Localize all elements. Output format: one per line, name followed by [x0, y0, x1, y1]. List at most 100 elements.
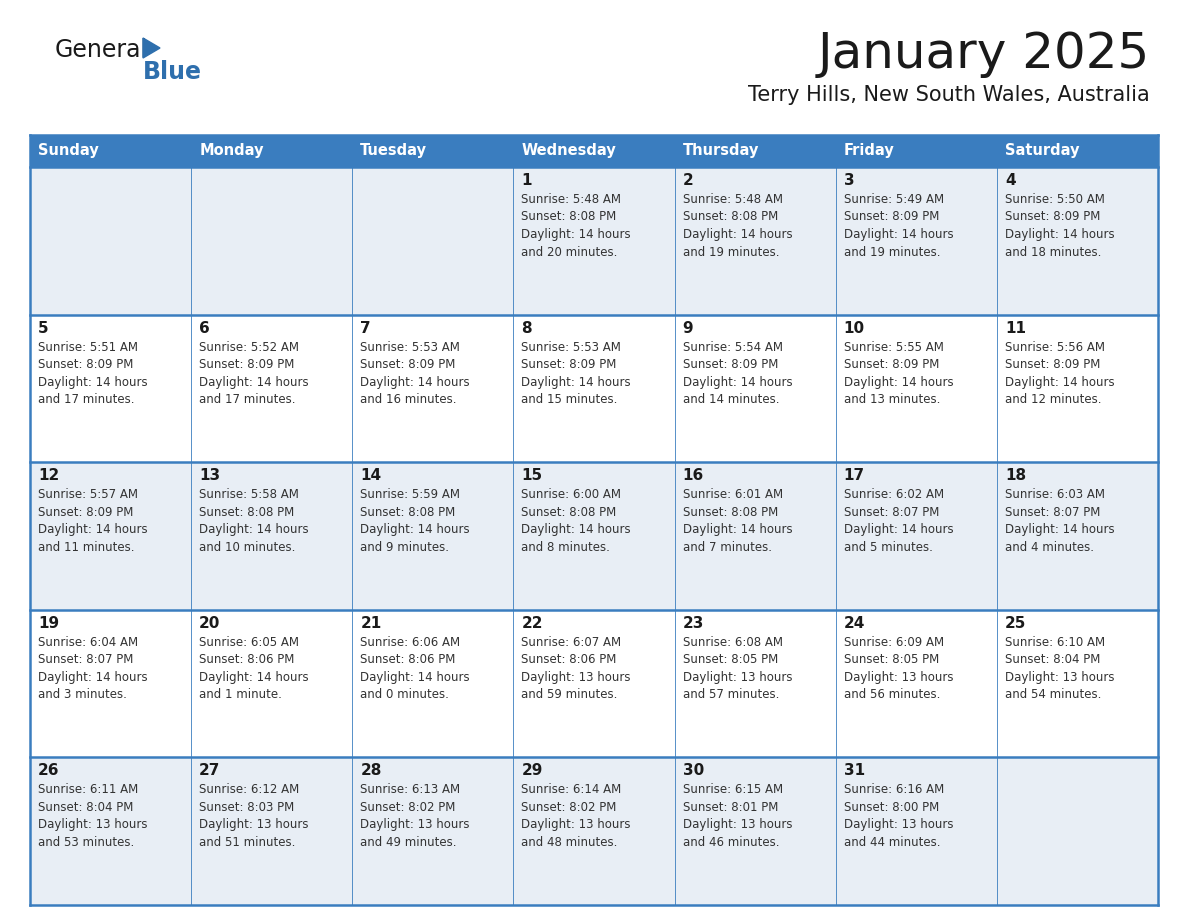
Polygon shape [143, 38, 160, 58]
Text: and 53 minutes.: and 53 minutes. [38, 836, 134, 849]
Bar [513, 757, 675, 905]
Text: Sunrise: 5:50 AM: Sunrise: 5:50 AM [1005, 193, 1105, 206]
Bar [353, 315, 513, 462]
Text: Sunset: 8:08 PM: Sunset: 8:08 PM [522, 210, 617, 223]
Text: Sunset: 8:08 PM: Sunset: 8:08 PM [683, 506, 778, 519]
Bar [353, 757, 513, 905]
Text: Daylight: 13 hours: Daylight: 13 hours [843, 819, 953, 832]
Text: Tuesday: Tuesday [360, 143, 428, 159]
Text: 6: 6 [200, 320, 210, 336]
Text: 24: 24 [843, 616, 865, 631]
Bar [513, 167, 675, 315]
Text: and 4 minutes.: and 4 minutes. [1005, 541, 1094, 554]
Bar [30, 167, 191, 315]
Text: Sunset: 8:05 PM: Sunset: 8:05 PM [843, 654, 939, 666]
Text: General: General [55, 38, 148, 62]
Text: and 17 minutes.: and 17 minutes. [38, 393, 134, 406]
Text: Sunrise: 6:13 AM: Sunrise: 6:13 AM [360, 783, 461, 797]
Text: Sunrise: 6:08 AM: Sunrise: 6:08 AM [683, 636, 783, 649]
Text: and 3 minutes.: and 3 minutes. [38, 688, 127, 701]
Text: 7: 7 [360, 320, 371, 336]
Bar [30, 315, 191, 462]
Text: 27: 27 [200, 764, 221, 778]
Text: Sunrise: 6:05 AM: Sunrise: 6:05 AM [200, 636, 299, 649]
Bar [30, 462, 191, 610]
Text: and 49 minutes.: and 49 minutes. [360, 836, 456, 849]
Bar [675, 167, 835, 315]
Text: 10: 10 [843, 320, 865, 336]
Text: and 51 minutes.: and 51 minutes. [200, 836, 296, 849]
Bar [675, 135, 835, 167]
Bar [835, 315, 997, 462]
Text: and 10 minutes.: and 10 minutes. [200, 541, 296, 554]
Bar [513, 315, 675, 462]
Bar [835, 757, 997, 905]
Text: Sunrise: 5:53 AM: Sunrise: 5:53 AM [360, 341, 460, 353]
Text: Sunset: 8:02 PM: Sunset: 8:02 PM [522, 800, 617, 814]
Text: Daylight: 14 hours: Daylight: 14 hours [683, 375, 792, 388]
Bar [835, 167, 997, 315]
Bar [191, 757, 353, 905]
Text: and 54 minutes.: and 54 minutes. [1005, 688, 1101, 701]
Text: Sunset: 8:07 PM: Sunset: 8:07 PM [843, 506, 939, 519]
Text: Sunset: 8:09 PM: Sunset: 8:09 PM [843, 210, 939, 223]
Text: Daylight: 14 hours: Daylight: 14 hours [522, 523, 631, 536]
Text: and 12 minutes.: and 12 minutes. [1005, 393, 1101, 406]
Bar [30, 135, 191, 167]
Bar [513, 610, 675, 757]
Text: Sunrise: 5:54 AM: Sunrise: 5:54 AM [683, 341, 783, 353]
Text: Daylight: 14 hours: Daylight: 14 hours [843, 375, 953, 388]
Text: Daylight: 14 hours: Daylight: 14 hours [200, 671, 309, 684]
Text: Daylight: 14 hours: Daylight: 14 hours [843, 228, 953, 241]
Bar [191, 462, 353, 610]
Text: Sunrise: 6:07 AM: Sunrise: 6:07 AM [522, 636, 621, 649]
Text: 22: 22 [522, 616, 543, 631]
Text: Sunrise: 6:11 AM: Sunrise: 6:11 AM [38, 783, 138, 797]
Text: 23: 23 [683, 616, 704, 631]
Text: and 18 minutes.: and 18 minutes. [1005, 245, 1101, 259]
Text: Sunset: 8:09 PM: Sunset: 8:09 PM [360, 358, 456, 371]
Text: 9: 9 [683, 320, 693, 336]
Text: 4: 4 [1005, 173, 1016, 188]
Bar [30, 610, 191, 757]
Text: 8: 8 [522, 320, 532, 336]
Text: and 48 minutes.: and 48 minutes. [522, 836, 618, 849]
Text: 31: 31 [843, 764, 865, 778]
Text: Sunrise: 5:58 AM: Sunrise: 5:58 AM [200, 488, 299, 501]
Text: Daylight: 13 hours: Daylight: 13 hours [1005, 671, 1114, 684]
Text: and 15 minutes.: and 15 minutes. [522, 393, 618, 406]
Text: Sunrise: 5:57 AM: Sunrise: 5:57 AM [38, 488, 138, 501]
Text: Daylight: 13 hours: Daylight: 13 hours [200, 819, 309, 832]
Text: Sunrise: 6:02 AM: Sunrise: 6:02 AM [843, 488, 943, 501]
Bar [191, 167, 353, 315]
Bar [675, 315, 835, 462]
Text: 21: 21 [360, 616, 381, 631]
Text: and 20 minutes.: and 20 minutes. [522, 245, 618, 259]
Text: 25: 25 [1005, 616, 1026, 631]
Text: and 5 minutes.: and 5 minutes. [843, 541, 933, 554]
Text: Sunrise: 5:59 AM: Sunrise: 5:59 AM [360, 488, 460, 501]
Text: and 7 minutes.: and 7 minutes. [683, 541, 771, 554]
Text: Sunset: 8:01 PM: Sunset: 8:01 PM [683, 800, 778, 814]
Text: Sunset: 8:08 PM: Sunset: 8:08 PM [200, 506, 295, 519]
Text: Sunset: 8:06 PM: Sunset: 8:06 PM [360, 654, 456, 666]
Text: Sunset: 8:09 PM: Sunset: 8:09 PM [200, 358, 295, 371]
Text: 2: 2 [683, 173, 694, 188]
Text: Daylight: 14 hours: Daylight: 14 hours [1005, 228, 1114, 241]
Text: and 44 minutes.: and 44 minutes. [843, 836, 940, 849]
Text: Sunrise: 6:00 AM: Sunrise: 6:00 AM [522, 488, 621, 501]
Bar [513, 462, 675, 610]
Text: 16: 16 [683, 468, 703, 483]
Text: Sunrise: 6:12 AM: Sunrise: 6:12 AM [200, 783, 299, 797]
Text: Sunset: 8:09 PM: Sunset: 8:09 PM [683, 358, 778, 371]
Text: Daylight: 14 hours: Daylight: 14 hours [683, 523, 792, 536]
Text: and 59 minutes.: and 59 minutes. [522, 688, 618, 701]
Text: Daylight: 14 hours: Daylight: 14 hours [360, 523, 470, 536]
Text: and 56 minutes.: and 56 minutes. [843, 688, 940, 701]
Text: 14: 14 [360, 468, 381, 483]
Text: and 0 minutes.: and 0 minutes. [360, 688, 449, 701]
Text: Friday: Friday [843, 143, 895, 159]
Bar [353, 135, 513, 167]
Text: Sunrise: 6:01 AM: Sunrise: 6:01 AM [683, 488, 783, 501]
Bar [997, 167, 1158, 315]
